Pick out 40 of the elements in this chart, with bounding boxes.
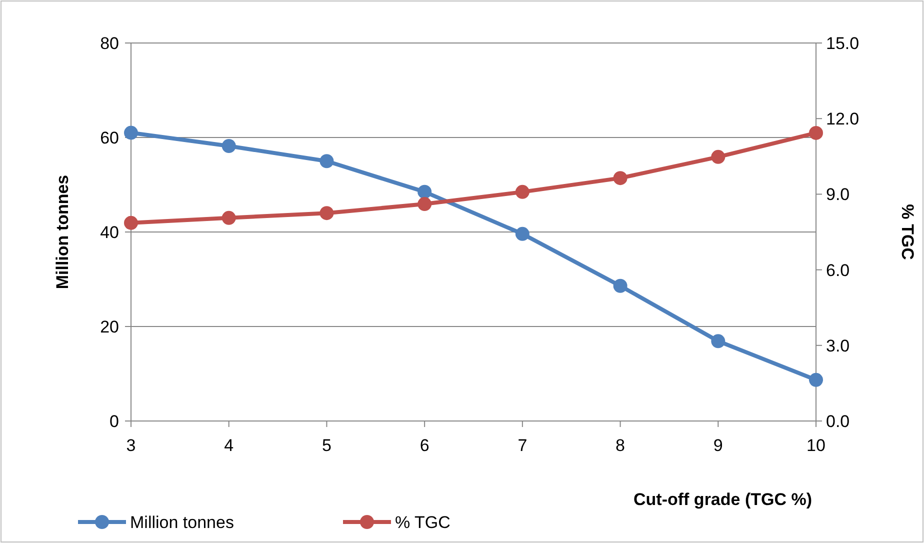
y-tick-label: 0 [110, 412, 119, 431]
x-tick-label: 9 [713, 436, 723, 455]
x-tick-label: 6 [420, 436, 430, 455]
point [515, 184, 530, 199]
point [124, 126, 138, 140]
x-tick-label: 3 [126, 436, 136, 455]
y-tick-label: 80 [100, 34, 119, 53]
point [711, 150, 726, 164]
point [809, 372, 823, 387]
point [222, 210, 236, 225]
y2-tick-label: 6.0 [826, 260, 850, 280]
x-axis-title: Cut-off grade (TGC %) [634, 490, 812, 509]
y2-tick-label: 12.0 [826, 110, 860, 129]
point [613, 278, 628, 293]
x-tick-label: 10 [806, 436, 826, 455]
legend-label: Million tonnes [130, 512, 234, 532]
y-tick-label: 40 [100, 222, 119, 242]
point [320, 154, 334, 168]
point [418, 197, 432, 212]
y2-tick-label: 15.0 [826, 34, 860, 53]
x-tick-label: 4 [224, 436, 234, 455]
x-tick-label: 5 [322, 436, 332, 455]
y2-tick-label: 0.0 [826, 412, 850, 431]
y-tick-label: 60 [100, 128, 119, 148]
point [515, 226, 530, 241]
y2-axis-title: % TGC [898, 204, 917, 260]
point [418, 184, 432, 199]
y2-tick-label: 3.0 [826, 336, 850, 356]
point [124, 216, 138, 230]
x-tick-label: 7 [518, 436, 528, 455]
y-tick-label: 20 [100, 317, 119, 336]
point [711, 334, 726, 348]
x-tick-label: 8 [616, 436, 626, 455]
point [809, 126, 823, 140]
point [613, 171, 628, 186]
legend-label: % TGC [395, 512, 450, 532]
point [222, 139, 236, 154]
y-axis-title: Million tonnes [53, 174, 72, 290]
y2-tick-label: 9.0 [826, 185, 850, 204]
point [320, 206, 334, 220]
